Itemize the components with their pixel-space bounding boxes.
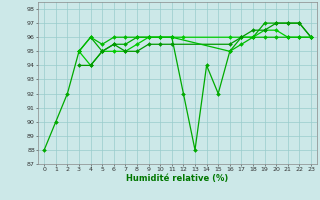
X-axis label: Humidité relative (%): Humidité relative (%) bbox=[126, 174, 229, 183]
